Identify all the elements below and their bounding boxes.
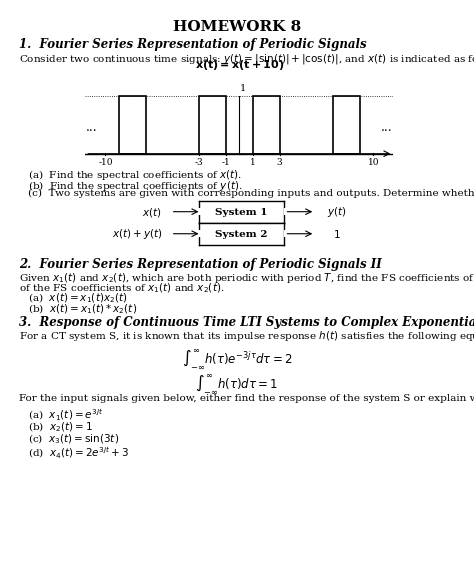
Text: $\int_{-\infty}^{\infty} h(\tau)d\tau = 1$: $\int_{-\infty}^{\infty} h(\tau)d\tau = … [195, 372, 279, 396]
Text: ...: ... [381, 121, 392, 134]
Text: -3: -3 [195, 158, 203, 168]
Text: System 2: System 2 [216, 230, 268, 239]
Text: $y(t)$: $y(t)$ [327, 205, 346, 219]
Text: 3.  Response of Continuous Time LTI Systems to Complex Exponentials: 3. Response of Continuous Time LTI Syste… [19, 316, 474, 329]
Text: Given $x_1(t)$ and $x_2(t)$, which are both periodic with period $T$, find the F: Given $x_1(t)$ and $x_2(t)$, which are b… [19, 271, 474, 285]
Text: $x(t)$: $x(t)$ [142, 206, 162, 219]
Text: For the input signals given below, either find the response of the system S or e: For the input signals given below, eithe… [19, 394, 474, 404]
Text: (a)  $x(t) = x_1(t)x_2(t)$: (a) $x(t) = x_1(t)x_2(t)$ [28, 292, 128, 305]
Bar [199, 96, 226, 154]
Text: (b)  $x(t) = x_1(t) * x_2(t)$: (b) $x(t) = x_1(t) * x_2(t)$ [28, 302, 137, 316]
Text: $\int_{-\infty}^{\infty} h(\tau)e^{-3j\tau}d\tau = 2$: $\int_{-\infty}^{\infty} h(\tau)e^{-3j\t… [182, 348, 292, 371]
Text: of the FS coefficients of $x_1(t)$ and $x_2(t)$.: of the FS coefficients of $x_1(t)$ and $… [19, 282, 224, 295]
Text: System 1: System 1 [216, 208, 268, 217]
Text: $1$: $1$ [333, 229, 340, 240]
Text: For a CT system S, it is known that its impulse response $h(t)$ satisfies the fo: For a CT system S, it is known that its … [19, 329, 474, 343]
Text: 1: 1 [250, 158, 255, 168]
Title: $\mathbf{x(t) = x(t+10)}$: $\mathbf{x(t) = x(t+10)}$ [195, 59, 284, 72]
Text: -1: -1 [222, 158, 230, 168]
Text: (c)  Two systems are given with corresponding inputs and outputs. Determine whet: (c) Two systems are given with correspon… [28, 189, 474, 198]
Text: HOMEWORK 8: HOMEWORK 8 [173, 20, 301, 34]
Text: 10: 10 [367, 158, 379, 168]
Text: 2.  Fourier Series Representation of Periodic Signals II: 2. Fourier Series Representation of Peri… [19, 258, 382, 271]
Text: (a)  $x_1(t) = e^{3jt}$: (a) $x_1(t) = e^{3jt}$ [28, 407, 104, 423]
Text: 1: 1 [240, 84, 246, 93]
Text: (b)  $x_2(t) = 1$: (b) $x_2(t) = 1$ [28, 420, 93, 433]
Text: ...: ... [86, 121, 98, 134]
Bar [253, 96, 280, 154]
Text: $x(t) + y(t)$: $x(t) + y(t)$ [112, 227, 163, 241]
Bar [333, 96, 360, 154]
Bar [119, 96, 146, 154]
Text: 1.  Fourier Series Representation of Periodic Signals: 1. Fourier Series Representation of Peri… [19, 38, 366, 50]
Text: -10: -10 [98, 158, 113, 168]
Text: (a)  Find the spectral coefficients of $x(t)$.: (a) Find the spectral coefficients of $x… [28, 168, 243, 182]
Text: Consider two continuous time signals: $y(t) = |\sin(t)| + |\cos(t)|$, and $x(t)$: Consider two continuous time signals: $y… [19, 52, 474, 66]
Text: (b)  Find the spectral coefficients of $y(t)$.: (b) Find the spectral coefficients of $y… [28, 179, 243, 193]
Text: (c)  $x_3(t) = \sin(3t)$: (c) $x_3(t) = \sin(3t)$ [28, 433, 119, 446]
Text: 3: 3 [277, 158, 283, 168]
Text: (d)  $x_4(t) = 2e^{3jt} + 3$: (d) $x_4(t) = 2e^{3jt} + 3$ [28, 445, 129, 461]
